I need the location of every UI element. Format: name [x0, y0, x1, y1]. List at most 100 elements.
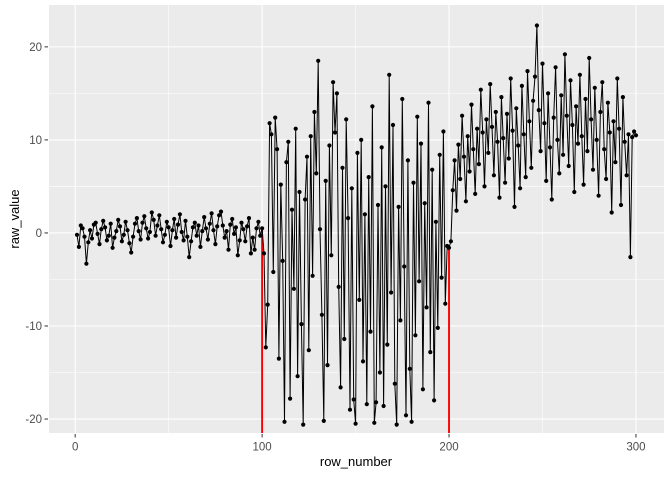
data-point	[564, 113, 569, 118]
data-point	[132, 221, 138, 226]
data-point	[162, 232, 167, 237]
data-point	[267, 121, 272, 126]
data-point	[519, 83, 525, 88]
data-point	[263, 345, 268, 350]
y-tick-label: 0	[36, 228, 42, 240]
data-point	[400, 96, 405, 102]
data-point	[546, 91, 551, 96]
data-point	[304, 154, 310, 159]
data-point	[501, 136, 506, 141]
data-point	[82, 234, 87, 239]
data-point	[618, 202, 624, 208]
data-point	[297, 189, 302, 195]
data-point	[364, 402, 369, 407]
data-point	[411, 180, 416, 185]
data-point	[153, 233, 158, 238]
data-point	[456, 142, 461, 147]
data-point	[512, 204, 517, 209]
data-point	[280, 258, 285, 263]
data-point	[245, 224, 250, 229]
data-point	[95, 231, 100, 236]
data-point	[506, 156, 511, 161]
data-point	[151, 217, 156, 222]
data-point	[489, 124, 495, 129]
data-point	[617, 126, 622, 131]
y-axis-title: raw_value	[7, 189, 22, 248]
series-line	[76, 25, 637, 425]
data-point	[160, 240, 166, 245]
data-point	[471, 147, 476, 152]
data-point	[422, 201, 427, 206]
data-point	[200, 229, 205, 234]
data-point	[557, 171, 562, 176]
data-point	[101, 218, 106, 223]
data-point	[555, 137, 560, 142]
data-point	[574, 104, 579, 109]
data-point	[620, 95, 626, 100]
axis-ticks	[44, 46, 637, 438]
data-point	[448, 239, 453, 244]
data-point	[529, 165, 534, 170]
data-point	[540, 61, 545, 66]
data-point	[321, 418, 326, 423]
data-point	[146, 236, 151, 241]
data-point	[439, 275, 444, 280]
data-point	[177, 212, 182, 217]
data-point	[590, 167, 596, 172]
data-point	[488, 82, 493, 87]
data-point	[127, 241, 132, 246]
data-point	[398, 318, 403, 323]
data-point	[155, 223, 160, 228]
data-point	[170, 228, 175, 233]
data-point	[157, 213, 162, 218]
data-point	[538, 149, 543, 154]
data-point	[74, 232, 80, 237]
y-tick-label: 10	[29, 135, 42, 147]
data-point	[198, 244, 203, 249]
data-point	[301, 422, 306, 427]
data-point	[271, 269, 276, 275]
data-point	[587, 55, 592, 61]
data-point	[602, 147, 607, 152]
data-point	[174, 235, 179, 240]
data-point	[446, 245, 452, 250]
data-point	[385, 342, 390, 347]
data-point	[561, 152, 566, 157]
data-point	[542, 121, 547, 126]
data-point	[544, 178, 549, 183]
data-point	[103, 225, 108, 230]
data-point	[112, 235, 117, 240]
data-point	[190, 225, 195, 230]
data-point	[503, 180, 508, 185]
data-point	[310, 273, 315, 278]
data-point	[514, 106, 519, 111]
data-point	[476, 162, 481, 167]
data-point	[403, 413, 409, 418]
data-point	[504, 111, 510, 116]
x-axis-title: row_number	[320, 454, 393, 469]
data-point	[609, 210, 614, 215]
data-point	[551, 115, 556, 120]
data-point	[357, 297, 362, 302]
data-point	[370, 104, 375, 109]
data-point	[136, 229, 141, 234]
data-point	[359, 137, 364, 142]
data-point	[420, 387, 425, 392]
data-point	[377, 370, 382, 375]
data-point	[306, 348, 311, 353]
data-point	[104, 238, 109, 243]
data-point	[624, 173, 629, 178]
data-point	[579, 134, 584, 139]
data-point	[615, 76, 620, 81]
data-point	[293, 126, 298, 131]
data-point	[454, 208, 459, 213]
data-point	[289, 207, 295, 212]
data-point	[463, 199, 468, 204]
data-point	[409, 419, 414, 424]
data-point	[392, 381, 397, 386]
data-point	[628, 255, 633, 260]
data-point	[164, 219, 169, 224]
y-tick-label: -20	[25, 414, 42, 426]
data-point	[389, 290, 394, 295]
